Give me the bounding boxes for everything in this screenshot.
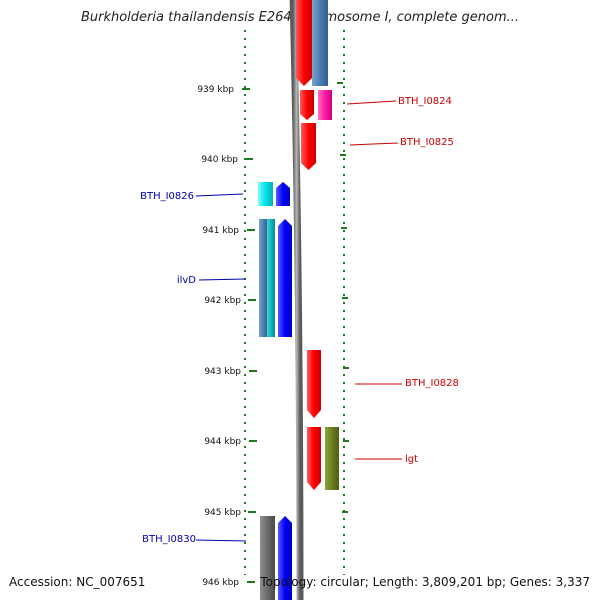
label-BTH_I0830[interactable]: BTH_I0830	[142, 534, 196, 545]
gene-BTH_I0825[interactable]	[301, 123, 316, 170]
leader-BTH_I0826	[195, 193, 244, 197]
cds-BTH_I0824[interactable]	[318, 90, 332, 120]
ruler-label-944: 944 kbp	[204, 437, 241, 447]
label-BTH_I0824[interactable]: BTH_I0824	[398, 96, 452, 107]
label-BTH_I0828[interactable]: BTH_I0828	[405, 378, 459, 389]
gene-BTH_I0828[interactable]	[307, 350, 321, 418]
gene-BTH_I0826[interactable]	[276, 182, 290, 206]
feature-steel-top[interactable]	[312, 0, 328, 86]
cds-ilvD-b[interactable]	[267, 219, 275, 337]
right-minor-ticks	[337, 82, 349, 513]
feature-red-top[interactable]	[296, 0, 312, 86]
ruler-label-942: 942 kbp	[204, 296, 241, 306]
label-BTH_I0826[interactable]: BTH_I0826	[140, 191, 194, 202]
cds-BTH_I0826[interactable]	[258, 182, 273, 206]
ruler-tick-marks	[242, 88, 257, 583]
topology-summary: Topology: circular; Length: 3,809,201 bp…	[260, 575, 590, 589]
gene-ilvD[interactable]	[278, 219, 292, 337]
cds-BTH_I0830[interactable]	[260, 516, 275, 600]
gene-lgt[interactable]	[307, 427, 321, 490]
gene-features	[258, 0, 339, 600]
gene-BTH_I0824[interactable]	[300, 90, 314, 120]
ruler-label-941: 941 kbp	[202, 226, 239, 236]
label-BTH_I0825[interactable]: BTH_I0825	[400, 137, 454, 148]
leader-ilvD	[198, 278, 246, 281]
leader-BTH_I0825	[349, 142, 399, 146]
ruler-label-946: 946 kbp	[202, 578, 239, 588]
leader-BTH_I0830	[195, 539, 247, 542]
label-ilvD[interactable]: ilvD	[177, 275, 196, 286]
ruler-label-945: 945 kbp	[204, 508, 241, 518]
ruler-label-939: 939 kbp	[197, 85, 234, 95]
gene-BTH_I0830[interactable]	[278, 516, 292, 600]
leader-BTH_I0824	[346, 100, 397, 105]
ruler-label-940: 940 kbp	[201, 155, 238, 165]
ruler-label-943: 943 kbp	[204, 367, 241, 377]
accession-info: Accession: NC_007651	[9, 575, 146, 589]
label-lgt[interactable]: lgt	[405, 454, 418, 465]
cds-lgt[interactable]	[325, 427, 339, 490]
sequence-backbone	[289, 0, 304, 600]
cds-ilvD-a[interactable]	[259, 219, 268, 337]
